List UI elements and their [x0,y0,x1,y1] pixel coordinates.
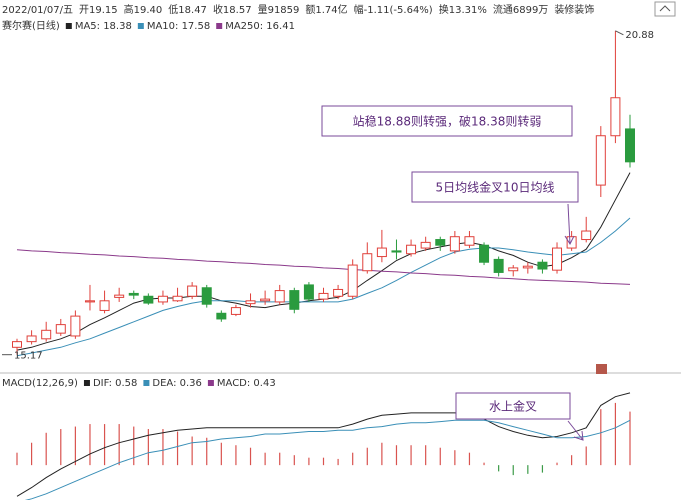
candle-body [406,244,417,255]
info-text: 流通6899万 [493,3,548,16]
max-marker [615,30,624,36]
legend-swatch [65,23,72,29]
corner-icon [596,364,607,374]
candle-body [41,329,52,340]
chart-title: 赛尔赛(日线) [2,19,60,32]
candle-body [449,236,460,252]
info-text: 开19.15 [79,5,118,16]
candle-body [610,97,621,137]
candle-body [260,298,271,302]
candle-body [230,307,241,315]
candle-body [391,250,402,253]
candle-body [274,290,285,303]
candle-body [84,300,95,303]
candle-body [479,244,490,263]
macd-line [24,419,631,500]
info-text: 收18.57 [213,3,252,16]
candle-body [128,292,139,296]
legend-label: MA5: 18.38 [75,21,132,32]
candle-body [187,285,198,297]
info-text: 高19.40 [124,3,163,16]
info-text: 换13.31% [439,3,487,16]
candle-body [289,290,300,310]
candle-body [464,236,475,246]
annotation-arrow [564,203,575,246]
legend-swatch [207,380,214,386]
candle-body [245,300,256,305]
legend-swatch [83,380,90,386]
panel-title: MACD(12,26,9) [2,378,78,389]
candle-body [522,265,533,269]
candle-body [26,335,37,343]
candle-body [362,253,373,272]
candle-body [566,236,577,249]
candle-body [420,241,431,249]
collapse-button[interactable] [654,1,676,17]
candle-body [595,135,606,186]
legend-label: MA10: 17.58 [147,21,210,32]
candle-body [508,267,519,272]
legend-label: MA250: 16.41 [225,21,295,32]
candle-body [625,128,635,163]
annotation-box [455,392,571,420]
min-label: 15.17 [14,351,43,362]
candle-body [376,247,387,258]
legend-label: MACD: 0.43 [217,378,276,389]
annotation: 水上金叉 [489,399,537,414]
candle-body [581,230,592,241]
max-label: 20.88 [625,30,654,41]
candle-body [435,239,446,246]
legend-swatch [143,380,150,386]
candle-body [99,300,110,311]
legend-swatch [216,23,223,29]
info-text: 幅-1.11(-5.64%) [354,3,433,16]
candle-body [172,295,183,302]
legend-label: DIF: 0.58 [93,378,137,389]
info-text: 低18.47 [168,3,207,16]
candle-body [12,341,22,348]
annotation-box [411,171,579,203]
annotation: 5日均线金叉10日均线 [436,180,555,195]
candle-body [493,258,504,273]
ma-line [16,249,631,285]
candle-body [318,292,329,300]
candle-body [347,264,358,297]
macd-line [16,392,631,497]
legend-swatch [137,23,144,29]
info-text: 额1.74亿 [305,3,347,16]
candle-body [201,287,212,305]
candle-body [70,315,81,337]
candle-body [333,288,344,297]
info-text: 2022/01/07/五 [2,5,73,16]
candle-body [303,284,314,300]
candle-body [537,261,548,270]
candle-body [143,295,154,304]
info-text: 量91859 [258,4,300,16]
candle-body [216,312,227,320]
candle-body [55,324,66,334]
legend-label: DEA: 0.36 [152,378,202,389]
annotation-box [321,105,573,137]
candle-body [114,294,125,298]
collapse-icon [659,5,671,12]
annotation: 站稳18.88则转强，破18.38则转弱 [353,114,542,129]
candle-body [552,247,563,271]
info-text: 装修装饰 [554,3,594,16]
candle-body [157,295,168,303]
annotation-arrow [567,420,584,441]
